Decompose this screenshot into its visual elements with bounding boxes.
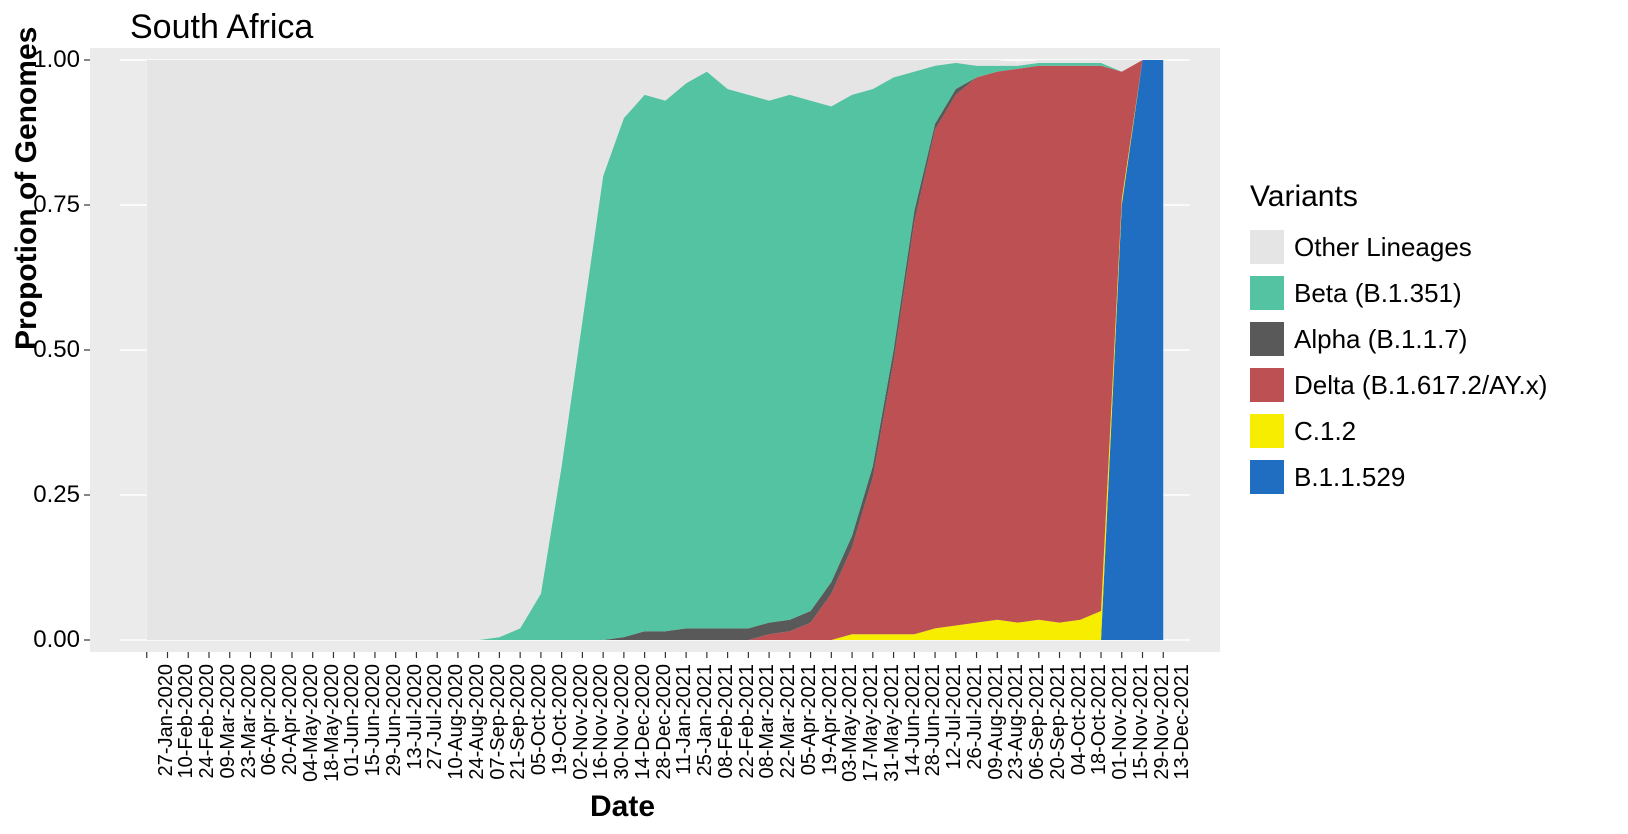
x-tick-label: 05-Oct-2020 [528, 664, 551, 814]
x-tick-label: 20-Apr-2020 [279, 664, 302, 814]
x-tick-label: 18-Oct-2021 [1088, 664, 1111, 814]
legend-item: Beta (B.1.351) [1250, 276, 1462, 310]
legend-swatch [1250, 414, 1284, 448]
legend-label: Alpha (B.1.1.7) [1294, 324, 1467, 355]
x-tick-label: 05-Apr-2021 [798, 664, 821, 814]
legend-item: B.1.1.529 [1250, 460, 1405, 494]
legend-label: Delta (B.1.617.2/AY.x) [1294, 370, 1547, 401]
legend-swatch [1250, 460, 1284, 494]
x-tick-label: 15-Nov-2021 [1130, 664, 1153, 814]
x-tick-label: 01-Jun-2020 [341, 664, 364, 814]
x-tick-label: 03-May-2021 [839, 664, 862, 814]
legend-swatch [1250, 368, 1284, 402]
legend-label: Other Lineages [1294, 232, 1472, 263]
x-tick-label: 30-Nov-2020 [611, 664, 634, 814]
x-tick-label: 20-Sep-2021 [1047, 664, 1070, 814]
x-tick-label: 17-May-2021 [860, 664, 883, 814]
x-tick-label: 11-Jan-2021 [673, 664, 696, 814]
x-tick-label: 04-May-2020 [300, 664, 323, 814]
legend-item: Other Lineages [1250, 230, 1472, 264]
legend-item: Alpha (B.1.1.7) [1250, 322, 1467, 356]
x-tick-label: 28-Jun-2021 [922, 664, 945, 814]
x-tick-label: 09-Mar-2020 [217, 664, 240, 814]
x-tick-label: 16-Nov-2020 [590, 664, 613, 814]
x-tick-label: 24-Aug-2020 [466, 664, 489, 814]
x-tick-label: 15-Jun-2020 [362, 664, 385, 814]
x-tick-label: 06-Sep-2021 [1026, 664, 1049, 814]
x-tick-label: 12-Jul-2021 [943, 664, 966, 814]
x-tick-label: 26-Jul-2021 [964, 664, 987, 814]
x-tick-label: 21-Sep-2020 [507, 664, 530, 814]
x-tick-label: 19-Oct-2020 [549, 664, 572, 814]
x-tick-label: 08-Feb-2021 [715, 664, 738, 814]
x-tick-label: 24-Feb-2020 [196, 664, 219, 814]
x-tick-label: 01-Nov-2021 [1109, 664, 1132, 814]
x-tick-label: 31-May-2021 [881, 664, 904, 814]
legend-swatch [1250, 230, 1284, 264]
x-tick-label: 14-Dec-2020 [632, 664, 655, 814]
legend-label: B.1.1.529 [1294, 462, 1405, 493]
legend-label: Beta (B.1.351) [1294, 278, 1462, 309]
x-tick-label: 10-Aug-2020 [445, 664, 468, 814]
y-tick-label: 0.50 [20, 336, 80, 364]
x-tick-label: 27-Jul-2020 [424, 664, 447, 814]
y-tick-label: 1.00 [20, 46, 80, 74]
x-tick-label: 23-Aug-2021 [1005, 664, 1028, 814]
legend-item: Delta (B.1.617.2/AY.x) [1250, 368, 1547, 402]
y-tick-label: 0.75 [20, 191, 80, 219]
legend-label: C.1.2 [1294, 416, 1356, 447]
legend-swatch [1250, 276, 1284, 310]
y-tick-label: 0.00 [20, 626, 80, 654]
chart-container: South Africa Propotion of Genomes Date 0… [0, 0, 1628, 834]
legend-title: Variants [1250, 180, 1358, 214]
x-tick-label: 13-Dec-2021 [1171, 664, 1194, 814]
x-tick-label: 29-Jun-2020 [383, 664, 406, 814]
legend-swatch [1250, 322, 1284, 356]
x-tick-label: 22-Mar-2021 [777, 664, 800, 814]
legend-item: C.1.2 [1250, 414, 1356, 448]
x-tick-label: 08-Mar-2021 [756, 664, 779, 814]
y-tick-label: 0.25 [20, 481, 80, 509]
x-tick-label: 25-Jan-2021 [694, 664, 717, 814]
